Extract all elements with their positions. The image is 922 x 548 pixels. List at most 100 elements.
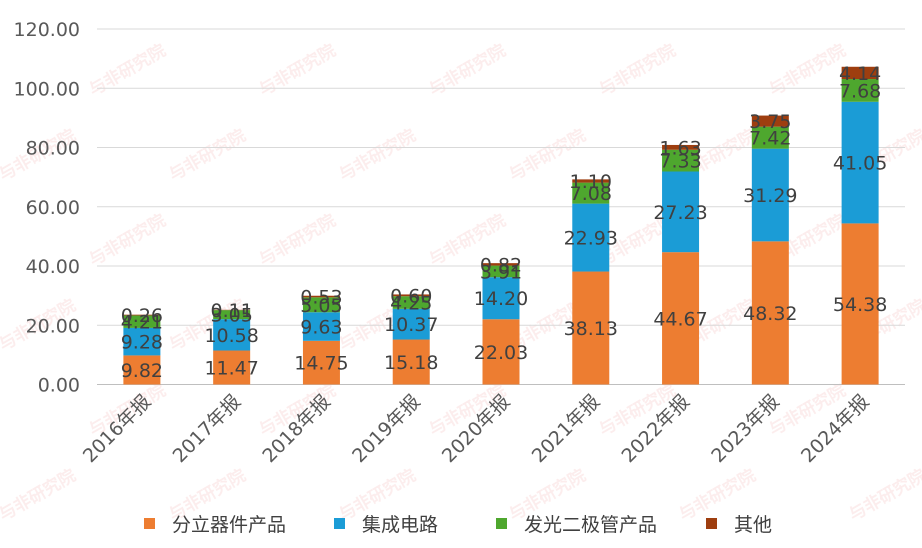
watermark-text: 与非研究院 (85, 40, 169, 101)
data-label: 7.33 (659, 151, 701, 173)
bar-segment (662, 171, 700, 253)
legend-swatch (706, 518, 717, 529)
data-label: 4.21 (121, 312, 163, 334)
legend-swatch (334, 518, 345, 529)
data-label: 0.11 (211, 300, 253, 322)
data-label: 9.28 (121, 332, 163, 354)
bar-segment (482, 265, 520, 278)
bar-segment (572, 179, 610, 183)
data-label: 14.75 (294, 353, 348, 375)
data-label: 27.23 (653, 202, 707, 224)
data-label: 1.10 (570, 171, 612, 193)
y-tick-label: 0.00 (38, 375, 80, 397)
data-label: 44.67 (653, 308, 707, 330)
y-tick-label: 20.00 (26, 315, 80, 337)
x-tick-label: 2021年报 (528, 390, 605, 467)
data-label: 14.20 (474, 288, 528, 310)
legend-label: 集成电路 (362, 514, 438, 536)
bar-segment (751, 115, 789, 127)
watermark-text: 与非研究院 (255, 210, 339, 271)
bar-segment (392, 339, 430, 385)
y-tick-label: 40.00 (26, 256, 80, 278)
bar-segment (751, 148, 789, 242)
bar-segment (123, 355, 161, 385)
bar-segment (123, 315, 161, 328)
y-tick-label: 100.00 (14, 78, 80, 100)
watermark-text: 与非研究院 (165, 125, 249, 186)
data-label: 9.82 (121, 360, 163, 382)
legend-label: 其他 (734, 514, 772, 536)
watermark-text: 与非研究院 (255, 40, 339, 101)
data-label: 0.60 (390, 285, 432, 307)
legend-swatch (144, 518, 155, 529)
data-label: 7.68 (839, 80, 881, 102)
bar-segment (302, 297, 340, 313)
bar-segment (841, 101, 879, 224)
watermark-text: 与非研究院 (335, 125, 419, 186)
data-label: 3.75 (749, 111, 791, 133)
bar-segment (841, 79, 879, 102)
data-label: 9.63 (300, 317, 342, 339)
bar-segment (751, 241, 789, 385)
data-label: 15.18 (384, 352, 438, 374)
data-label: 0.82 (480, 254, 522, 276)
data-label: 7.08 (570, 183, 612, 205)
bar-layer (123, 66, 879, 385)
bar-segment (482, 263, 520, 266)
watermark-text: 与非研究院 (85, 210, 169, 271)
bar-segment (302, 295, 340, 298)
y-tick-label: 120.00 (14, 19, 80, 41)
bar-segment (572, 182, 610, 204)
bar-segment (841, 223, 879, 385)
y-axis-ticks: 0.00 20.00 40.00 60.00 80.00 100.00 120.00 (14, 19, 80, 397)
data-label: 54.38 (833, 294, 887, 316)
data-label: 3.05 (211, 305, 253, 327)
bar-segment (123, 314, 161, 316)
data-label: 7.42 (749, 128, 791, 150)
legend-label: 发光二极管产品 (524, 514, 657, 536)
legend-swatch (496, 518, 507, 529)
legend-label: 分立器件产品 (172, 514, 286, 536)
bar-segment (213, 350, 251, 385)
bar-segment (392, 296, 430, 309)
bar-segment (302, 340, 340, 385)
bar-segment (213, 310, 251, 320)
x-tick-label: 2017年报 (169, 390, 246, 467)
bar-segment (662, 149, 700, 172)
data-label: 10.37 (384, 314, 438, 336)
watermark-text: 与非研究院 (765, 40, 849, 101)
data-label: 41.05 (833, 153, 887, 175)
legend: 分立器件产品 集成电路 发光二极管产品 其他 (144, 514, 772, 536)
bar-segment (213, 319, 251, 351)
bar-segment (572, 271, 610, 385)
watermark-text: 与非研究院 (845, 465, 922, 526)
data-label: 22.93 (564, 228, 618, 250)
data-label: 38.13 (564, 318, 618, 340)
bar-segment (392, 294, 430, 297)
watermark-text: 与非研究院 (425, 40, 509, 101)
bar-segment (482, 277, 520, 320)
data-label: 11.47 (204, 358, 258, 380)
bar-segment (751, 126, 789, 149)
data-label: 1.63 (659, 137, 701, 159)
data-label: 31.29 (743, 185, 797, 207)
watermark-text: 与非研究院 (0, 465, 79, 526)
bar-segment (572, 203, 610, 272)
data-label: 0.26 (121, 305, 163, 327)
data-label: 5.05 (300, 295, 342, 317)
bar-segment (841, 66, 879, 80)
bar-segment (662, 252, 700, 385)
data-label: 3.91 (480, 261, 522, 283)
bar-segment (482, 319, 520, 385)
y-tick-label: 60.00 (26, 197, 80, 219)
watermark-text: 与非研究院 (595, 40, 679, 101)
bar-segment (302, 312, 340, 341)
y-tick-label: 80.00 (26, 138, 80, 160)
bar-segment (123, 327, 161, 356)
data-label: 4.25 (390, 293, 432, 315)
data-label: 0.53 (300, 287, 342, 309)
data-label-layer: 9.82 9.284.210.26 11.47 10.583.050.11 14.75 9… (121, 63, 888, 382)
data-label: 48.32 (743, 303, 797, 325)
